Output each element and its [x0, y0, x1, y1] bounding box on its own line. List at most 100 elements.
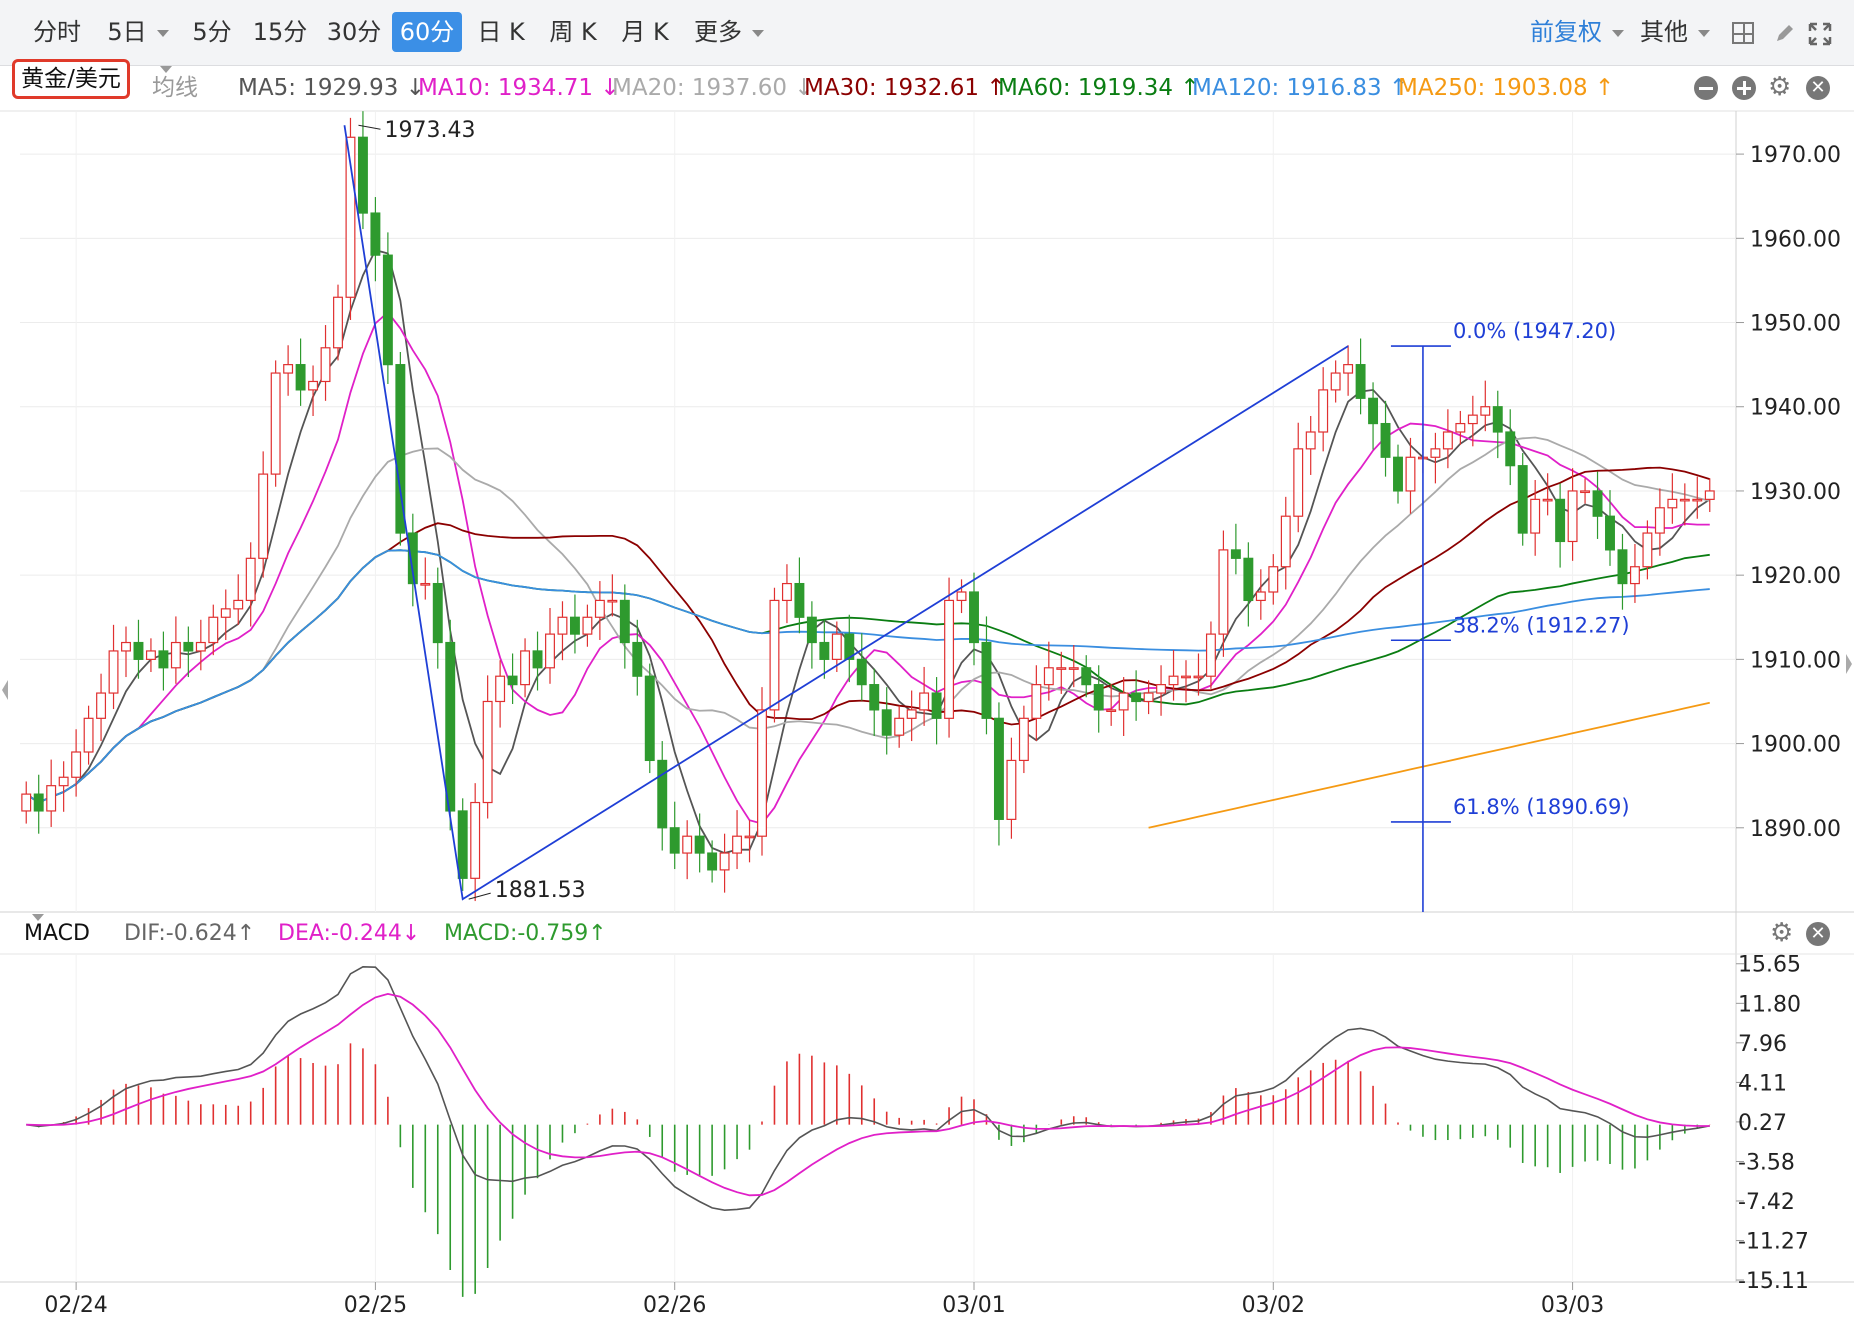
candle-body	[694, 835, 705, 854]
grid-icon[interactable]	[1732, 22, 1754, 44]
tab-monthly-k[interactable]: 月 K	[621, 18, 669, 46]
candle-body	[557, 616, 568, 635]
tab-30min[interactable]: 30分	[326, 18, 382, 46]
candle-body	[757, 709, 767, 837]
gear-icon[interactable]: ⚙	[1768, 72, 1792, 102]
candle-body	[545, 633, 555, 669]
fullscreen-icon[interactable]	[1808, 22, 1832, 46]
candle-body	[1480, 406, 1491, 416]
candle-body	[71, 751, 82, 778]
candle-body	[1654, 507, 1665, 534]
candle-body	[956, 591, 967, 602]
candle-body	[1106, 709, 1117, 712]
candle-body	[719, 852, 730, 871]
candle-body	[1430, 448, 1441, 458]
chevron-down-icon	[1612, 29, 1624, 37]
candle-body	[1205, 633, 1216, 677]
candle-body	[357, 136, 368, 214]
candle-body	[669, 827, 680, 854]
price-tick-label: 1920.00	[1750, 564, 1841, 589]
tab-weekly-k[interactable]: 周 K	[549, 18, 597, 46]
candle-body	[220, 608, 231, 618]
macd-tick-label: 4.11	[1738, 1071, 1787, 1096]
close-icon[interactable]: ✕	[1806, 76, 1830, 100]
line-ma60	[25, 549, 1710, 804]
candle-body	[482, 700, 493, 804]
candle-body	[420, 582, 431, 586]
price-tick-label: 1930.00	[1750, 480, 1841, 505]
candle-body	[794, 582, 805, 618]
candle-body	[1580, 490, 1591, 494]
macd-tick-label: 15.65	[1738, 953, 1801, 978]
candle-body	[495, 675, 506, 703]
candle-body	[1218, 549, 1229, 635]
candle-body	[1031, 684, 1042, 719]
zoom-out-icon[interactable]	[1694, 76, 1718, 100]
candle-body	[1056, 667, 1067, 670]
candle-body	[1280, 515, 1291, 568]
candle-body	[1542, 498, 1553, 502]
legend-ma5: MA5: 1929.93 ↓	[238, 75, 425, 101]
candle-body	[1605, 515, 1615, 551]
zoom-in-icon[interactable]	[1732, 76, 1756, 100]
candle-body	[1355, 364, 1366, 399]
other-dropdown[interactable]: 其他	[1640, 12, 1710, 52]
candle-body	[1293, 448, 1304, 517]
candle-body	[1380, 422, 1391, 458]
macd-close-icon[interactable]: ✕	[1806, 922, 1830, 946]
candle-body	[507, 675, 518, 686]
candle-body	[1143, 692, 1154, 703]
candle-body	[370, 212, 381, 256]
candle-body	[1592, 490, 1603, 517]
candle-body	[1268, 566, 1279, 593]
candle-body	[432, 582, 443, 644]
high-pointer	[358, 124, 381, 130]
low-annotation: 1881.53	[495, 878, 586, 903]
legend-ma250: MA250: 1903.08 ↑	[1398, 75, 1615, 101]
candle-body	[283, 364, 294, 374]
candle-body	[520, 650, 531, 686]
macd-gear-icon[interactable]: ⚙	[1770, 918, 1794, 948]
legend-ma60: MA60: 1919.34 ↑	[998, 75, 1200, 101]
candle-body	[1305, 431, 1316, 450]
candle-body	[1006, 759, 1017, 820]
candle-body	[1567, 490, 1578, 543]
trend-line	[343, 125, 1349, 901]
pencil-icon[interactable]	[1774, 22, 1796, 44]
legend-ma120: MA120: 1916.83 ↑	[1192, 75, 1409, 101]
tab-5day[interactable]: 5日	[96, 12, 180, 52]
symbol-label[interactable]: 黄金/美元	[12, 59, 130, 99]
legend-ma30: MA30: 1932.61 ↑	[804, 75, 1006, 101]
candle-body	[1617, 549, 1628, 585]
candle-body	[320, 347, 331, 383]
candle-body	[806, 616, 817, 644]
macd-tick-label: -3.58	[1738, 1150, 1795, 1175]
candle-body	[993, 717, 1004, 820]
adjust-dropdown[interactable]: 前复权	[1530, 12, 1624, 52]
candle-body	[445, 641, 456, 812]
candle-body	[470, 801, 481, 879]
tab-60min[interactable]: 60分	[392, 12, 462, 52]
date-label: 02/26	[643, 1293, 706, 1318]
line-ma5	[25, 249, 1711, 855]
date-label: 03/03	[1541, 1293, 1604, 1318]
candle-body	[1193, 675, 1204, 679]
candle-body	[1442, 431, 1453, 450]
tab-timeshare[interactable]: 分时	[33, 18, 81, 46]
candle-body	[607, 599, 618, 603]
macd-tick-label: 11.80	[1738, 992, 1801, 1017]
candle-body	[732, 835, 743, 854]
candle-body	[83, 717, 94, 753]
tab-more[interactable]: 更多	[686, 12, 772, 52]
fib-label: 38.2% (1912.27)	[1453, 613, 1630, 637]
candle-body	[981, 641, 992, 719]
tab-15min[interactable]: 15分	[252, 18, 308, 46]
candle-body	[121, 641, 131, 652]
macd-legend-bar: MACD DIF:-0.624↑ DEA:-0.244↓ MACD:-0.759…	[0, 914, 1854, 954]
candle-body	[1368, 397, 1379, 425]
tab-5min[interactable]: 5分	[192, 18, 232, 46]
macd-tick-label: -11.27	[1738, 1230, 1809, 1255]
tab-daily-k[interactable]: 日 K	[477, 18, 525, 46]
candle-body	[1405, 456, 1416, 492]
